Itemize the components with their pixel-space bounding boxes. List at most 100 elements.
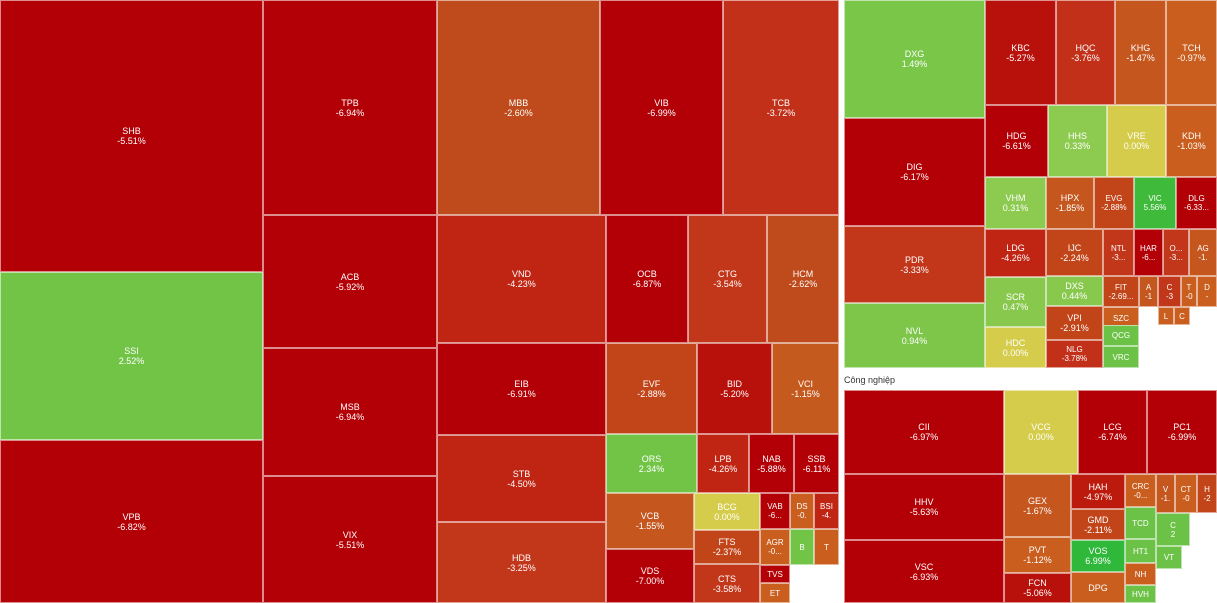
treemap-cell-pc1[interactable]: PC1 -6.99% [1147, 390, 1217, 474]
treemap-cell-hcm[interactable]: HCM -2.62% [767, 215, 839, 343]
treemap-cell-ntl[interactable]: NTL -3... [1103, 229, 1134, 276]
treemap-cell-vhm[interactable]: VHM 0.31% [985, 177, 1046, 229]
treemap-cell-ht1[interactable]: HT1 [1125, 539, 1156, 563]
treemap-cell-ssb[interactable]: SSB -6.11% [794, 434, 839, 493]
treemap-cell-tcb[interactable]: TCB -3.72% [723, 0, 839, 215]
treemap-cell-vds[interactable]: VDS -7.00% [606, 549, 694, 603]
treemap-cell-vpb[interactable]: VPB -6.82% [0, 440, 263, 603]
treemap-cell-pvt[interactable]: PVT -1.12% [1004, 537, 1071, 573]
treemap-cell-kdh[interactable]: KDH -1.03% [1166, 105, 1217, 177]
treemap-cell-c[interactable]: C [1174, 307, 1190, 325]
treemap-cell-fit[interactable]: FIT -2.69... [1103, 276, 1139, 307]
treemap-cell-et[interactable]: ET [760, 583, 790, 603]
treemap-cell-crc[interactable]: CRC -0... [1125, 474, 1156, 507]
treemap-cell-stb[interactable]: STB -4.50% [437, 435, 606, 522]
treemap-cell-vrc[interactable]: VRC [1103, 346, 1139, 368]
treemap-cell-hdc[interactable]: HDC 0.00% [985, 327, 1046, 368]
treemap-cell-vre[interactable]: VRE 0.00% [1107, 105, 1166, 177]
treemap-cell-vcb[interactable]: VCB -1.55% [606, 493, 694, 549]
treemap-cell-vcg[interactable]: VCG 0.00% [1004, 390, 1078, 474]
treemap-cell-acb[interactable]: ACB -5.92% [263, 215, 437, 348]
treemap-cell-szc[interactable]: SZC [1103, 307, 1139, 329]
treemap-cell-vos[interactable]: VOS 6.99% [1071, 540, 1125, 572]
treemap-cell-bid[interactable]: BID -5.20% [697, 343, 772, 434]
treemap-cell-kbc[interactable]: KBC -5.27% [985, 0, 1056, 105]
treemap-cell-a[interactable]: A -1 [1139, 276, 1158, 307]
treemap-cell-tch[interactable]: TCH -0.97% [1166, 0, 1217, 105]
treemap-cell-tcd[interactable]: TCD [1125, 507, 1156, 539]
treemap-cell-fcn[interactable]: FCN -5.06% [1004, 573, 1071, 603]
treemap-cell-gmd[interactable]: GMD -2.11% [1071, 509, 1125, 540]
treemap-cell-hhv[interactable]: HHV -5.63% [844, 474, 1004, 540]
treemap-cell-scr[interactable]: SCR 0.47% [985, 277, 1046, 327]
treemap-cell-ssi[interactable]: SSI 2.52% [0, 272, 263, 440]
treemap-cell-c[interactable]: C -3 [1158, 276, 1181, 307]
treemap-cell-hqc[interactable]: HQC -3.76% [1056, 0, 1115, 105]
treemap-cell-hvh[interactable]: HVH [1125, 585, 1156, 603]
ticker-label: PDR [904, 254, 924, 265]
treemap-cell-vnd[interactable]: VND -4.23% [437, 215, 606, 343]
treemap-cell-cii[interactable]: CII -6.97% [844, 390, 1004, 474]
treemap-cell-ds[interactable]: DS -0. [790, 493, 814, 529]
treemap-cell-ijc[interactable]: IJC -2.24% [1046, 229, 1103, 276]
treemap-cell-ct[interactable]: CT -0 [1175, 474, 1197, 513]
treemap-cell-ctg[interactable]: CTG -3.54% [688, 215, 767, 343]
treemap-cell-t[interactable]: T [814, 529, 839, 565]
treemap-cell-vib[interactable]: VIB -6.99% [600, 0, 723, 215]
treemap-cell-eib[interactable]: EIB -6.91% [437, 343, 606, 435]
treemap-cell-hdg[interactable]: HDG -6.61% [985, 105, 1048, 177]
treemap-cell-gex[interactable]: GEX -1.67% [1004, 474, 1071, 537]
treemap-cell-dxg[interactable]: DXG 1.49% [844, 0, 985, 118]
treemap-cell-b[interactable]: B [790, 529, 814, 565]
treemap-cell-o[interactable]: O... -3... [1163, 229, 1189, 276]
treemap-cell-hdb[interactable]: HDB -3.25% [437, 522, 606, 603]
treemap-cell-l[interactable]: L [1158, 307, 1174, 325]
treemap-cell-shb[interactable]: SHB -5.51% [0, 0, 263, 272]
treemap-cell-ors[interactable]: ORS 2.34% [606, 434, 697, 493]
treemap-cell-vpi[interactable]: VPI -2.91% [1046, 306, 1103, 340]
treemap-cell-vci[interactable]: VCI -1.15% [772, 343, 839, 434]
treemap-cell-dxs[interactable]: DXS 0.44% [1046, 276, 1103, 306]
treemap-cell-v[interactable]: V -1. [1156, 474, 1175, 513]
treemap-cell-evf[interactable]: EVF -2.88% [606, 343, 697, 434]
treemap-cell-msb[interactable]: MSB -6.94% [263, 348, 437, 476]
treemap-cell-agr[interactable]: AGR -0... [760, 529, 790, 565]
treemap-cell-vsc[interactable]: VSC -6.93% [844, 540, 1004, 603]
treemap-cell-qcg[interactable]: QCG [1103, 325, 1139, 346]
treemap-cell-nlg[interactable]: NLG -3.78% [1046, 340, 1103, 368]
treemap-cell-cts[interactable]: CTS -3.58% [694, 564, 760, 603]
treemap-cell-fts[interactable]: FTS -2.37% [694, 530, 760, 564]
treemap-cell-bsi[interactable]: BSI -4. [814, 493, 839, 529]
treemap-cell-hhs[interactable]: HHS 0.33% [1048, 105, 1107, 177]
treemap-cell-lcg[interactable]: LCG -6.74% [1078, 390, 1147, 474]
treemap-cell-t[interactable]: T -0 [1181, 276, 1197, 307]
treemap-cell-vic[interactable]: VIC 5.56% [1134, 177, 1176, 229]
treemap-cell-ldg[interactable]: LDG -4.26% [985, 229, 1046, 277]
treemap-cell-ocb[interactable]: OCB -6.87% [606, 215, 688, 343]
treemap-cell-dig[interactable]: DIG -6.17% [844, 118, 985, 226]
treemap-cell-bcg[interactable]: BCG 0.00% [694, 493, 760, 530]
treemap-cell-dpg[interactable]: DPG [1071, 572, 1125, 603]
treemap-cell-tvs[interactable]: TVS [760, 565, 790, 583]
treemap-cell-hpx[interactable]: HPX -1.85% [1046, 177, 1094, 229]
treemap-cell-vix[interactable]: VIX -5.51% [263, 476, 437, 603]
treemap-cell-evg[interactable]: EVG -2.88% [1094, 177, 1134, 229]
treemap-cell-ag[interactable]: AG -1. [1189, 229, 1217, 276]
treemap-cell-tpb[interactable]: TPB -6.94% [263, 0, 437, 215]
treemap-cell-vab[interactable]: VAB -6... [760, 493, 790, 529]
treemap-cell-pdr[interactable]: PDR -3.33% [844, 226, 985, 303]
treemap-cell-nvl[interactable]: NVL 0.94% [844, 303, 985, 368]
treemap-cell-vt[interactable]: VT [1156, 546, 1182, 569]
treemap-cell-har[interactable]: HAR -6... [1134, 229, 1163, 276]
change-label: -4.26% [1001, 253, 1030, 263]
treemap-cell-nh[interactable]: NH [1125, 563, 1156, 585]
treemap-cell-nab[interactable]: NAB -5.88% [749, 434, 794, 493]
treemap-cell-khg[interactable]: KHG -1.47% [1115, 0, 1166, 105]
treemap-cell-h[interactable]: H -2 [1197, 474, 1217, 513]
treemap-cell-dlg[interactable]: DLG -6.33... [1176, 177, 1217, 229]
treemap-cell-lpb[interactable]: LPB -4.26% [697, 434, 749, 493]
treemap-cell-d[interactable]: D- [1197, 276, 1217, 307]
treemap-cell-hah[interactable]: HAH -4.97% [1071, 474, 1125, 509]
treemap-cell-mbb[interactable]: MBB -2.60% [437, 0, 600, 215]
